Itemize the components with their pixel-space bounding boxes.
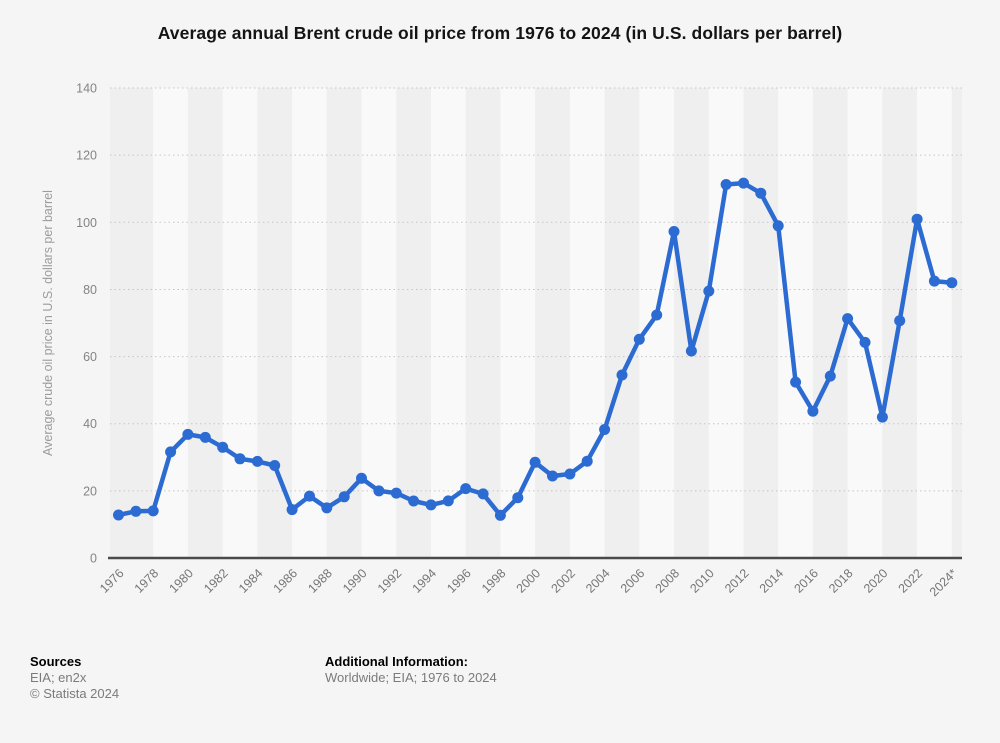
x-tick-label: 2002 xyxy=(548,566,578,596)
additional-information-label: Additional Information: xyxy=(325,654,468,669)
x-tick-label: 2020 xyxy=(861,566,891,596)
x-tick-label: 2014 xyxy=(757,566,787,596)
data-point-1984[interactable] xyxy=(251,455,263,467)
x-tick-label: 1984 xyxy=(236,566,266,596)
data-point-2015[interactable] xyxy=(790,376,802,388)
data-point-2010[interactable] xyxy=(703,285,715,297)
data-point-1989[interactable] xyxy=(338,491,350,503)
data-point-2004[interactable] xyxy=(599,424,611,435)
data-point-1993[interactable] xyxy=(408,495,420,507)
data-point-1995[interactable] xyxy=(442,495,454,507)
x-tick-label: 2018 xyxy=(826,566,856,596)
data-point-1976[interactable] xyxy=(113,509,124,521)
plot-bands xyxy=(110,88,962,558)
chart-svg: 0 20 40 60 80 100 120 140 Average crude oil pri… xyxy=(41,82,962,599)
y-axis-title: Average crude oil price in U.S. dollars … xyxy=(41,190,55,456)
data-point-1994[interactable] xyxy=(425,499,437,511)
data-point-2009[interactable] xyxy=(685,345,697,357)
data-point-1992[interactable] xyxy=(390,487,402,499)
data-point-2022[interactable] xyxy=(911,213,923,225)
x-tick-label: 2016 xyxy=(791,566,821,596)
y-axis-labels: 0 20 40 60 80 100 120 140 xyxy=(76,82,97,566)
sources-label: Sources xyxy=(30,654,82,669)
data-point-2014[interactable] xyxy=(772,220,784,232)
data-point-1983[interactable] xyxy=(234,453,246,465)
data-point-2023[interactable] xyxy=(928,275,940,287)
x-tick-label: 2006 xyxy=(618,566,648,596)
x-tick-label: 2000 xyxy=(514,566,544,596)
data-point-2006[interactable] xyxy=(633,333,645,345)
x-tick-label: 1986 xyxy=(271,566,301,596)
x-tick-label: 2012 xyxy=(722,566,752,596)
sources-line: EIA; en2x xyxy=(30,670,87,685)
data-point-1996[interactable] xyxy=(460,483,472,495)
x-tick-label: 1988 xyxy=(305,566,335,596)
svg-text:0: 0 xyxy=(90,552,97,566)
data-point-2019[interactable] xyxy=(859,336,871,348)
data-point-2016[interactable] xyxy=(807,405,819,417)
x-tick-label: 1992 xyxy=(375,566,405,596)
x-tick-label: 2010 xyxy=(687,566,717,596)
data-point-1980[interactable] xyxy=(182,428,194,440)
data-point-1998[interactable] xyxy=(494,509,506,521)
x-axis-labels: 1976 1978 1980 1982 1984 1986 1988 1990 1992 1994… xyxy=(97,566,960,599)
svg-text:20: 20 xyxy=(83,484,97,498)
footer-sources: Sources EIA; en2x © Statista 2024 xyxy=(30,654,119,702)
x-tick-label: 2022 xyxy=(896,566,926,596)
data-point-2011[interactable] xyxy=(720,179,732,190)
data-point-2012[interactable] xyxy=(738,177,749,189)
data-point-2013[interactable] xyxy=(755,187,767,199)
chart-title: Average annual Brent crude oil price fro… xyxy=(157,23,843,43)
data-point-2017[interactable] xyxy=(824,370,836,382)
svg-text:40: 40 xyxy=(83,417,97,431)
data-point-2021[interactable] xyxy=(894,315,906,327)
x-tick-label: 1996 xyxy=(444,566,474,596)
svg-text:80: 80 xyxy=(83,283,97,297)
data-points xyxy=(113,177,958,521)
x-tick-label: 1982 xyxy=(201,566,231,596)
data-point-1981[interactable] xyxy=(199,431,211,443)
data-point-2002[interactable] xyxy=(564,468,576,480)
data-point-2005[interactable] xyxy=(616,369,628,381)
data-point-1977[interactable] xyxy=(130,505,142,517)
data-point-2003[interactable] xyxy=(581,455,593,467)
data-point-1985[interactable] xyxy=(269,460,281,471)
data-point-2000[interactable] xyxy=(529,456,541,468)
x-tick-label: 2004 xyxy=(583,566,613,596)
data-point-1986[interactable] xyxy=(286,504,298,516)
data-point-1990[interactable] xyxy=(356,472,367,484)
data-point-1999[interactable] xyxy=(512,492,524,504)
x-tick-label: 1976 xyxy=(97,566,127,596)
additional-information-line: Worldwide; EIA; 1976 to 2024 xyxy=(325,670,497,685)
x-tick-label: 2008 xyxy=(653,566,683,596)
data-point-1982[interactable] xyxy=(217,441,229,453)
statista-copyright: © Statista 2024 xyxy=(30,686,120,701)
data-point-1978[interactable] xyxy=(147,505,159,517)
data-point-1997[interactable] xyxy=(477,488,489,500)
x-tick-label: 1990 xyxy=(340,566,370,596)
x-tick-label: 1998 xyxy=(479,566,509,596)
svg-text:60: 60 xyxy=(83,350,97,364)
footer-additional-information: Additional Information: Worldwide; EIA; … xyxy=(325,654,497,686)
data-point-2018[interactable] xyxy=(842,313,854,325)
x-tick-label: 1978 xyxy=(132,566,162,596)
data-point-2024[interactable] xyxy=(946,277,958,289)
data-point-2008[interactable] xyxy=(668,226,680,237)
x-tick-label: 1994 xyxy=(410,566,440,596)
svg-text:100: 100 xyxy=(76,216,97,230)
svg-text:120: 120 xyxy=(76,149,97,163)
data-point-1991[interactable] xyxy=(373,485,385,497)
data-point-1987[interactable] xyxy=(304,490,315,502)
data-point-1979[interactable] xyxy=(165,446,177,458)
data-point-2001[interactable] xyxy=(547,470,558,482)
x-tick-label: 1980 xyxy=(166,566,196,596)
data-point-2020[interactable] xyxy=(876,411,888,423)
svg-text:140: 140 xyxy=(76,82,97,96)
x-tick-label: 2024* xyxy=(927,566,960,599)
data-point-1988[interactable] xyxy=(321,502,333,514)
data-point-2007[interactable] xyxy=(651,309,663,321)
